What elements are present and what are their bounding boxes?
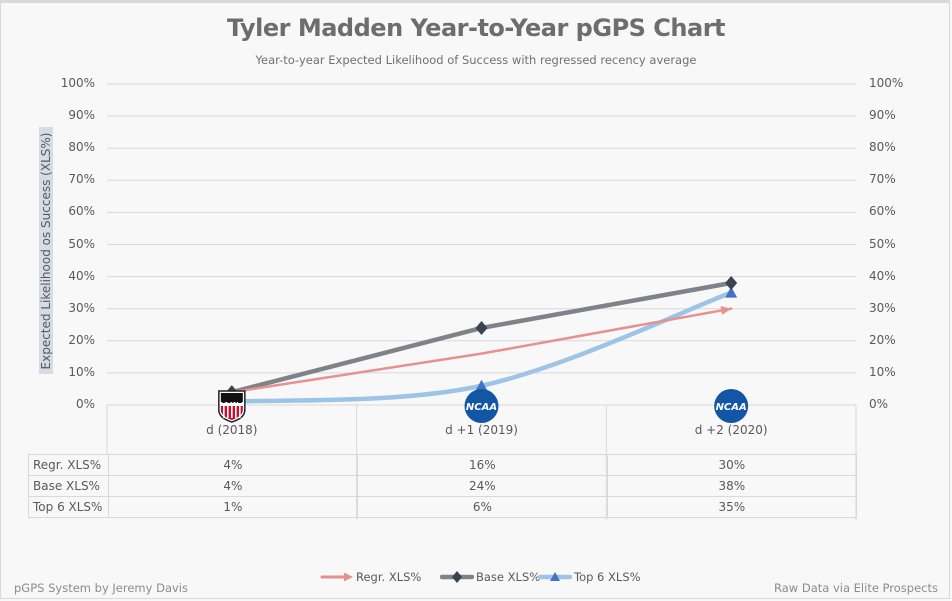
legend-item: Base XLS% bbox=[440, 570, 540, 584]
legend: Regr. XLS% Base XLS% Top 6 XLS% bbox=[320, 570, 650, 588]
legend-item: Top 6 XLS% bbox=[538, 570, 641, 584]
y-tick-label: 20% bbox=[869, 332, 896, 347]
chart-title: Tyler Madden Year-to-Year pGPS Chart bbox=[226, 14, 726, 42]
svg-text:NCAA: NCAA bbox=[716, 402, 747, 413]
legend-label: Regr. XLS% bbox=[356, 570, 422, 584]
table-cell: 16% bbox=[357, 454, 608, 476]
table-cell: 35% bbox=[606, 496, 858, 518]
y-tick-label: 60% bbox=[68, 204, 95, 219]
data-table: Regr. XLS% 4% 16% 30% Base XLS% 4% 24% 38% Top 6… bbox=[28, 454, 858, 518]
x-tick-label: d +2 (2020) bbox=[694, 423, 768, 437]
ncaa-logo: NCAA bbox=[464, 389, 499, 423]
table-cell: 38% bbox=[606, 475, 858, 497]
row-label: Regr. XLS% bbox=[28, 454, 109, 476]
y-tick-label: 0% bbox=[75, 397, 95, 411]
y-tick-label: 30% bbox=[68, 300, 95, 315]
y-tick-label: 50% bbox=[68, 236, 95, 251]
y-tick-label: 10% bbox=[68, 364, 95, 379]
svg-text:USHL: USHL bbox=[221, 397, 242, 405]
x-tick-label: d (2018) bbox=[206, 423, 258, 437]
gridlines bbox=[106, 83, 857, 520]
ushl-logo: USHL bbox=[218, 390, 246, 423]
table-cell: 24% bbox=[357, 475, 608, 497]
y-tick-label: 90% bbox=[68, 108, 95, 123]
y-tick-label: 90% bbox=[869, 108, 896, 123]
y-axis-label-box: Expected Likelihood os Success (XLS%) bbox=[39, 127, 53, 374]
chart-subtitle: Year-to-year Expected Likelihood of Succ… bbox=[255, 53, 697, 67]
data-point bbox=[475, 320, 488, 335]
y-tick-label: 100% bbox=[869, 76, 904, 90]
data-point bbox=[725, 276, 738, 291]
x-tick-label: d +1 (2019) bbox=[445, 423, 518, 437]
table-row: Top 6 XLS% 1% 6% 35% bbox=[28, 496, 858, 518]
y-tick-label: 10% bbox=[869, 364, 896, 379]
y-tick-label: 30% bbox=[869, 300, 896, 315]
legend-label: Base XLS% bbox=[476, 570, 541, 584]
legend-swatch bbox=[320, 572, 353, 582]
source-text: Raw Data via Elite Prospects bbox=[774, 581, 938, 595]
series-line-0 bbox=[230, 307, 733, 394]
legend-swatch bbox=[538, 572, 572, 581]
credit-text: pGPS System by Jeremy Davis bbox=[14, 581, 188, 595]
y-tick-label: 50% bbox=[869, 236, 896, 251]
y-tick-label: 70% bbox=[68, 172, 95, 187]
y-tick-label: 70% bbox=[869, 172, 896, 187]
y-tick-label: 40% bbox=[68, 268, 95, 283]
series-line-1 bbox=[229, 280, 734, 395]
legend-item: Regr. XLS% bbox=[320, 570, 421, 584]
league-logos: USHL NCAA NCAA bbox=[218, 389, 749, 423]
data-point bbox=[725, 286, 738, 298]
table-cell: 30% bbox=[606, 454, 858, 476]
table-row: Base XLS% 4% 24% 38% bbox=[28, 475, 858, 497]
table-cell: 4% bbox=[107, 454, 359, 476]
row-label: Top 6 XLS% bbox=[28, 496, 109, 518]
y-tick-label: 80% bbox=[869, 140, 896, 155]
y-tick-label: 100% bbox=[60, 76, 95, 90]
table-cell: 4% bbox=[107, 475, 359, 497]
y-tick-label: 80% bbox=[68, 140, 95, 155]
y-tick-label: 60% bbox=[869, 204, 896, 219]
y-tick-label: 20% bbox=[68, 332, 95, 347]
row-label: Base XLS% bbox=[28, 475, 109, 497]
ncaa-logo: NCAA bbox=[714, 389, 749, 423]
y-tick-label: 0% bbox=[869, 397, 889, 411]
table-cell: 6% bbox=[357, 496, 608, 518]
table-row: Regr. XLS% 4% 16% 30% bbox=[28, 454, 858, 476]
svg-text:NCAA: NCAA bbox=[466, 402, 497, 413]
data-point bbox=[475, 379, 488, 391]
y-tick-label: 40% bbox=[869, 268, 896, 283]
table-cell: 1% bbox=[107, 496, 359, 518]
legend-swatch bbox=[440, 571, 474, 583]
legend-label: Top 6 XLS% bbox=[574, 570, 641, 584]
arrow-head bbox=[720, 306, 732, 315]
